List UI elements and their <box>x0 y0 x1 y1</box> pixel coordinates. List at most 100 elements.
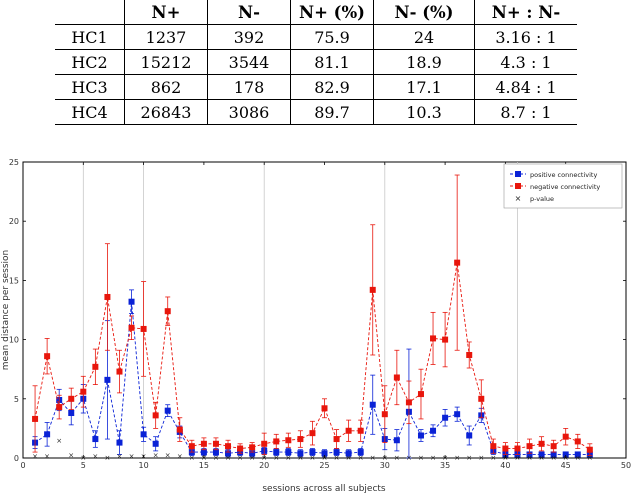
x-tick-label: 30 <box>380 461 390 470</box>
x-tick-label: 15 <box>199 461 209 470</box>
data-point <box>309 430 316 437</box>
pvalue-marker: × <box>177 453 183 461</box>
data-point <box>430 335 437 342</box>
data-point <box>225 450 232 457</box>
data-point <box>80 388 87 395</box>
data-point <box>176 426 183 433</box>
pvalue-marker: × <box>213 454 219 462</box>
table-cell: 26843 <box>124 99 208 125</box>
data-point <box>285 449 292 456</box>
table-cell: HC1 <box>55 24 125 50</box>
data-point <box>538 440 545 447</box>
data-point <box>550 443 557 450</box>
data-point <box>357 449 364 456</box>
data-point <box>212 449 219 456</box>
pvalue-marker: × <box>68 451 74 459</box>
data-point <box>430 427 437 434</box>
data-point <box>574 451 581 458</box>
pvalue-marker: × <box>165 451 171 459</box>
data-point <box>405 399 412 406</box>
data-point <box>514 445 521 452</box>
pvalue-marker: × <box>587 454 593 462</box>
data-point <box>345 450 352 457</box>
x-tick-label: 20 <box>259 461 269 470</box>
y-tick-label: 0 <box>14 454 19 463</box>
data-point <box>200 440 207 447</box>
pvalue-marker: × <box>56 437 62 445</box>
y-tick-label: 15 <box>9 276 19 285</box>
table-cell: 3.16 : 1 <box>474 24 577 50</box>
table-header-cell: N+ : N- <box>474 0 577 25</box>
pvalue-marker: × <box>129 453 135 461</box>
data-point <box>454 259 461 266</box>
y-tick-label: 5 <box>14 395 19 404</box>
table-cell: HC3 <box>55 74 125 100</box>
data-point <box>333 436 340 443</box>
pvalue-marker: × <box>394 454 400 462</box>
data-point <box>32 415 39 422</box>
pvalue-marker: × <box>297 454 303 462</box>
data-point <box>369 401 376 408</box>
legend-label-negative: negative connectivity <box>530 183 600 191</box>
table-cell: HC4 <box>55 99 125 125</box>
table-cell: 15212 <box>124 49 208 75</box>
table-cell: 81.1 <box>290 49 374 75</box>
series-2: ××××××××××××××××××××××××××××××××××××××××… <box>32 437 593 462</box>
table-cell: HC2 <box>55 49 125 75</box>
table-header-cell: N+ (%) <box>290 0 374 25</box>
pvalue-marker: × <box>370 454 376 462</box>
x-tick-label: 25 <box>319 461 329 470</box>
data-point <box>297 450 304 457</box>
pvalue-marker: × <box>285 454 291 462</box>
data-point <box>562 451 569 458</box>
table-cell: 1237 <box>124 24 208 50</box>
data-point <box>586 446 593 453</box>
pvalue-marker: × <box>153 451 159 459</box>
legend-box <box>503 163 623 209</box>
data-point <box>333 449 340 456</box>
series-layer: ××××××××××××××××××××××××××××××××××××××××… <box>32 174 593 462</box>
data-point <box>212 440 219 447</box>
table-cell: 82.9 <box>290 74 374 100</box>
pvalue-marker: × <box>273 454 279 462</box>
data-point <box>393 437 400 444</box>
table-row: HC3 862 178 82.9 17.1 4.84 : 1 <box>55 74 577 100</box>
legend-swatch-pvalue: × <box>515 194 522 203</box>
data-point <box>92 436 99 443</box>
data-point <box>466 432 473 439</box>
pvalue-marker: × <box>310 454 316 462</box>
legend-label-pvalue: p-value <box>530 195 554 203</box>
table-cell: 862 <box>124 74 208 100</box>
data-point <box>237 445 244 452</box>
data-point <box>562 433 569 440</box>
data-point <box>44 353 51 360</box>
data-point <box>116 368 123 375</box>
data-point <box>249 444 256 451</box>
pvalue-marker: × <box>466 454 472 462</box>
data-point <box>152 412 159 419</box>
legend: positive connectivity negative connectiv… <box>503 163 623 209</box>
results-table: N+ N- N+ (%) N- (%) N+ : N- HC1 1237 392… <box>55 0 577 125</box>
data-point <box>502 445 509 452</box>
x-tick-label: 35 <box>440 461 450 470</box>
data-point <box>225 443 232 450</box>
table-cell: 3544 <box>207 49 291 75</box>
y-tick-label: 20 <box>9 217 19 226</box>
data-point <box>417 432 424 439</box>
data-point <box>417 391 424 398</box>
data-point <box>442 336 449 343</box>
data-point <box>249 450 256 457</box>
pvalue-marker: × <box>478 454 484 462</box>
data-point <box>297 436 304 443</box>
pvalue-marker: × <box>539 454 545 462</box>
data-point <box>490 443 497 450</box>
data-point <box>321 405 328 412</box>
table-row: HC2 15212 3544 81.1 18.9 4.3 : 1 <box>55 49 577 75</box>
data-point <box>261 440 268 447</box>
pvalue-marker: × <box>430 454 436 462</box>
data-point <box>393 374 400 381</box>
pvalue-marker: × <box>32 453 38 461</box>
pvalue-marker: × <box>418 454 424 462</box>
y-tick-label: 10 <box>9 336 19 345</box>
data-point <box>538 451 545 458</box>
